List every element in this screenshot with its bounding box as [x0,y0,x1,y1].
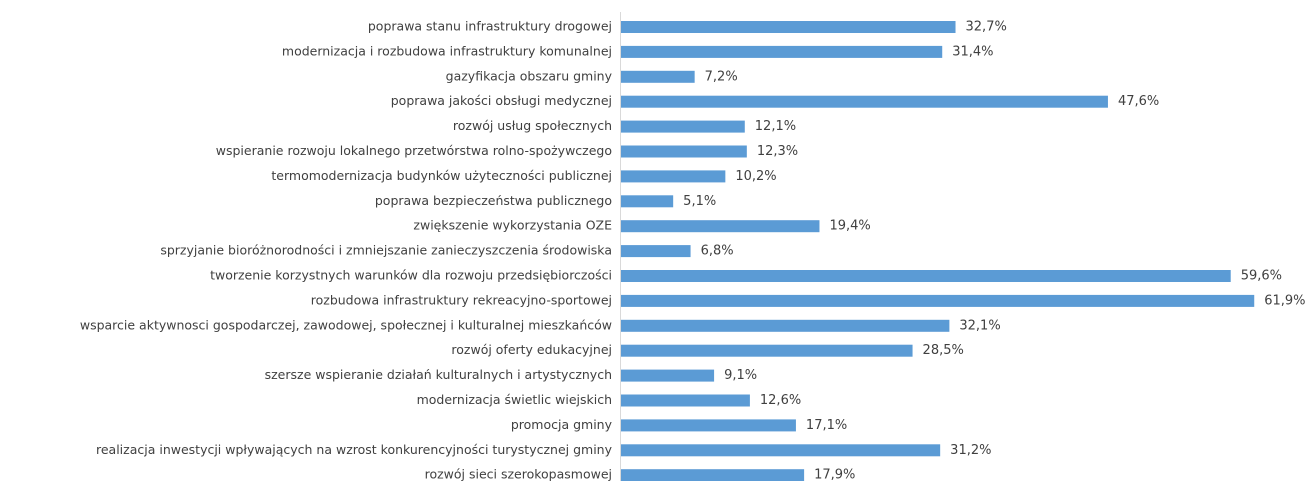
value-label: 59,6% [1241,269,1282,284]
bar [621,419,796,432]
category-label: poprawa jakości obsługi medycznej [391,93,612,108]
bar [621,369,715,382]
category-label: poprawa bezpieczeństwa publicznego [375,193,612,208]
bar [621,95,1108,108]
value-label: 32,1% [959,318,1000,333]
category-label: wsparcie aktywnosci gospodarczej, zawodo… [80,317,612,332]
value-label: 19,4% [829,219,870,234]
bar [621,21,956,33]
category-label: promocja gminy [511,417,613,432]
value-label: 9,1% [724,368,757,383]
value-label: 17,9% [814,468,855,481]
bar [621,394,750,407]
category-label: modernizacja świetlic wiejskich [417,392,612,407]
bar [621,170,726,183]
value-label: 12,3% [757,144,798,159]
category-label: wspieranie rozwoju lokalnego przetwórstw… [216,143,612,158]
bar [621,294,1255,307]
category-label: sprzyjanie bioróżnorodności i zmniejszan… [160,243,612,258]
bar [621,70,695,83]
value-label: 31,2% [950,443,991,458]
category-label: termomodernizacja budynków użyteczności … [271,168,612,183]
bar [621,245,691,258]
value-label: 10,2% [735,169,776,184]
bar [621,195,674,208]
bar [621,120,745,133]
category-label: rozwój sieci szerokopasmowej [425,467,612,481]
category-label: gazyfikacja obszaru gminy [446,68,613,83]
bar [621,145,747,158]
value-label: 31,4% [952,44,993,59]
value-label: 12,1% [755,119,796,134]
bar [621,270,1231,282]
bar [621,469,805,481]
category-label: realizacja inwestycji wpływających na wz… [96,442,613,457]
value-label: 6,8% [701,244,734,259]
bar [621,45,943,58]
bar [621,319,950,332]
value-label: 7,2% [705,69,738,84]
value-label: 32,7% [966,20,1007,35]
category-label: rozbudowa infrastruktury rekreacyjno-spo… [311,292,612,307]
bar [621,344,913,357]
value-label: 61,9% [1264,293,1305,308]
category-label: zwiększenie wykorzystania OZE [413,218,612,233]
category-label: rozwój usług społecznych [453,118,612,133]
value-label: 5,1% [683,194,716,209]
value-label: 17,1% [806,418,847,433]
value-label: 47,6% [1118,94,1159,109]
value-label: 28,5% [923,343,964,358]
category-label: poprawa stanu infrastruktury drogowej [368,19,612,34]
bar [621,220,820,233]
category-label: tworzenie korzystnych warunków dla rozwo… [210,268,612,283]
bar [621,444,941,457]
category-label: modernizacja i rozbudowa infrastruktury … [282,43,612,58]
category-label: szersze wspieranie działań kulturalnych … [265,367,612,382]
value-label: 12,6% [760,393,801,408]
category-label: rozwój oferty edukacyjnej [451,342,612,357]
